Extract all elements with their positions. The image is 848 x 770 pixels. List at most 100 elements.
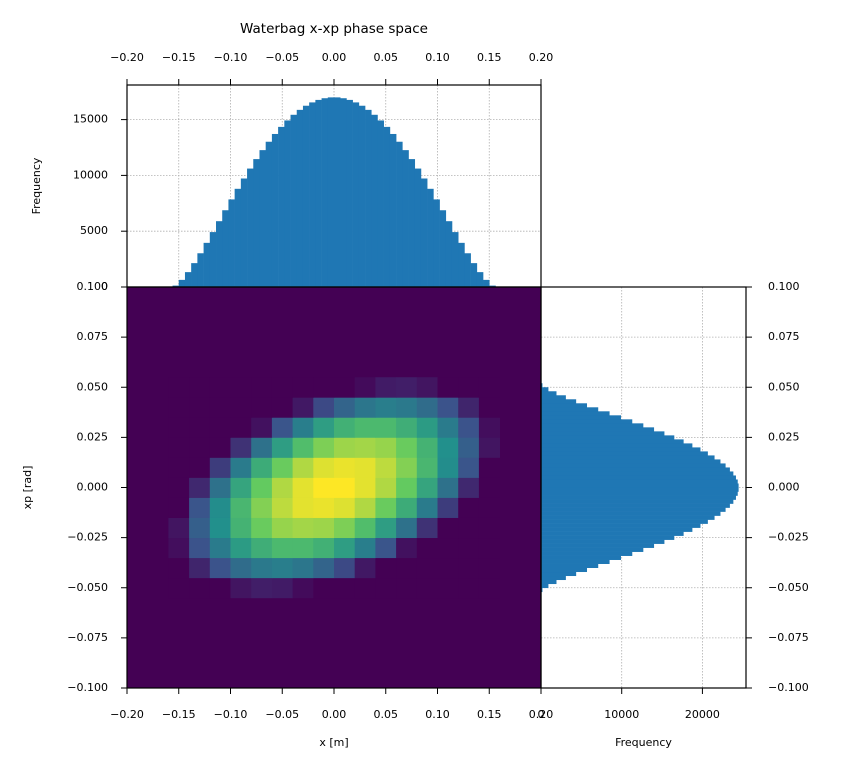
bar (541, 519, 708, 524)
bar (541, 531, 684, 536)
y-tick-label: 0.100 (768, 280, 800, 293)
heatmap-cell (230, 557, 252, 579)
heatmap-cell (396, 457, 418, 478)
bar (222, 210, 229, 287)
heatmap-cell (168, 457, 190, 478)
heatmap-cell (251, 497, 273, 518)
bar (402, 150, 409, 287)
bar (541, 459, 721, 464)
heatmap-cell (375, 517, 397, 539)
bar (302, 105, 310, 287)
bar (541, 407, 599, 412)
heatmap-cell (271, 477, 293, 498)
bar (240, 178, 248, 287)
heatmap-cell (354, 557, 376, 579)
heatmap-cell (437, 417, 459, 438)
heatmap-cell (251, 557, 273, 579)
heatmap-cell (354, 537, 376, 559)
heatmap-cell (416, 577, 438, 599)
x-tick-label: −0.15 (162, 708, 196, 721)
heatmap-cell (313, 457, 335, 478)
heatmap-cell (478, 417, 500, 438)
bar (203, 242, 211, 287)
heatmap-cell (416, 477, 438, 498)
y-tick-label: −0.025 (768, 531, 809, 544)
heatmap-cell (189, 457, 211, 478)
bar (265, 141, 273, 287)
bar (541, 527, 693, 532)
heatmap-cell (478, 577, 500, 599)
x-tick-label: 0.10 (425, 51, 450, 64)
heatmap-cell (189, 417, 211, 438)
heatmap-cell (458, 437, 480, 458)
bar (541, 435, 675, 440)
y-tick-label: 0.100 (77, 280, 109, 293)
heatmap-cell (209, 557, 231, 579)
bar (172, 285, 180, 287)
heatmap-cell (230, 397, 252, 418)
x-tick-label: −0.10 (214, 51, 248, 64)
bar (541, 427, 655, 432)
bar (541, 455, 715, 460)
heatmap-cell (292, 457, 314, 478)
heatmap-cell (230, 577, 252, 599)
heatmap-cell (334, 477, 356, 498)
bar (445, 221, 453, 287)
bar (541, 471, 734, 476)
x-tick-label: 0.00 (322, 708, 347, 721)
bar (541, 543, 655, 548)
bar (197, 253, 204, 287)
heatmap-cell (251, 377, 273, 398)
heatmap-cell (396, 397, 418, 418)
bar (483, 279, 490, 287)
heatmap-cell (313, 417, 335, 438)
heatmap-cell (251, 577, 273, 599)
y-tick-label: −0.075 (67, 631, 108, 644)
heatmap-cell (458, 457, 480, 478)
heatmap-cell (437, 377, 459, 398)
heatmap-cell (334, 517, 356, 539)
bar (541, 547, 644, 552)
x-tick-label: 0.20 (529, 708, 554, 721)
heatmap-cell (334, 377, 356, 398)
heatmap-cell (478, 377, 500, 398)
bar (541, 555, 621, 560)
x-tick-label: 0.05 (374, 51, 399, 64)
heatmap-cell (396, 477, 418, 498)
bar (458, 242, 465, 287)
bar (541, 535, 675, 540)
heatmap-cell (354, 497, 376, 518)
heatmap-cell (271, 557, 293, 579)
bar (541, 571, 577, 577)
heatmap-cell (251, 397, 273, 418)
heatmap-cell (396, 557, 418, 579)
chart-title: Waterbag x-xp phase space (240, 21, 428, 37)
bar (284, 120, 291, 287)
heatmap-cell (396, 497, 418, 518)
heatmap-cell (375, 477, 397, 498)
heatmap-cell (416, 457, 438, 478)
heatmap-cell (209, 537, 231, 559)
bar (408, 159, 416, 287)
bar (541, 423, 644, 428)
heatmap-cell (437, 577, 459, 599)
heatmap-cell (230, 517, 252, 539)
bar (427, 188, 434, 287)
bar (541, 539, 665, 544)
bar (541, 583, 549, 589)
bar (476, 272, 484, 287)
heatmap-cell (189, 377, 211, 398)
heatmap-cell (209, 517, 231, 539)
heatmap-cell (437, 477, 459, 498)
bar (541, 387, 549, 392)
heatmap-cell (168, 577, 190, 599)
bar (278, 126, 285, 288)
heatmap-cell (251, 417, 273, 438)
bar (541, 419, 633, 424)
heatmap-cell (375, 497, 397, 518)
x-tick-label: 20000 (685, 708, 720, 721)
heatmap-cell (334, 397, 356, 418)
heatmap-cell (354, 377, 376, 398)
bar (352, 102, 360, 287)
heatmap-cell (189, 537, 211, 559)
